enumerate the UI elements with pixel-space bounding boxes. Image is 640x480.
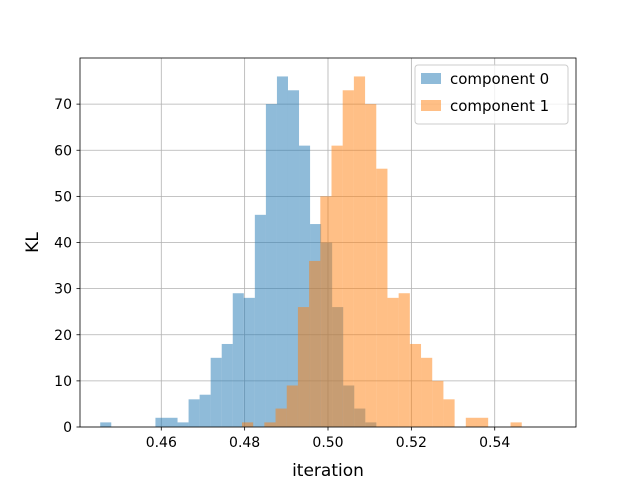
- bar: [465, 417, 477, 427]
- y-tick-label: 40: [54, 236, 72, 252]
- bar: [254, 214, 266, 427]
- bar: [210, 357, 222, 427]
- legend-label: component 0: [450, 70, 549, 88]
- x-axis-label: iteration: [292, 461, 364, 480]
- y-axis-label: KL: [23, 232, 43, 253]
- bar: [199, 394, 211, 427]
- legend-swatch: [421, 100, 441, 111]
- y-tick-label: 10: [54, 374, 72, 390]
- y-tick-label: 50: [54, 189, 72, 205]
- bar: [276, 76, 288, 427]
- bar: [309, 260, 321, 427]
- x-tick-label: 0.46: [146, 435, 177, 451]
- bar: [443, 399, 455, 427]
- bar: [421, 357, 433, 427]
- bar: [155, 417, 167, 427]
- legend-box: [414, 64, 569, 125]
- y-tick-label: 0: [63, 420, 72, 436]
- bar: [353, 76, 366, 427]
- legend: component 0 component 1: [414, 64, 569, 125]
- legend-label: component 1: [450, 97, 549, 115]
- bar: [243, 297, 255, 427]
- bar: [241, 422, 254, 427]
- bar: [476, 417, 489, 427]
- bar: [331, 145, 343, 427]
- bar: [177, 422, 189, 427]
- x-tick-label: 0.48: [229, 435, 260, 451]
- bar: [376, 168, 388, 427]
- legend-swatch: [421, 73, 441, 84]
- bar: [299, 145, 311, 427]
- bar: [320, 196, 332, 427]
- series-1-bars: [241, 76, 522, 427]
- bar: [286, 385, 298, 427]
- bar: [365, 104, 377, 427]
- x-tick-label: 0.52: [396, 435, 427, 451]
- x-tick-label: 0.50: [312, 435, 343, 451]
- bar: [100, 422, 112, 427]
- bar: [342, 90, 354, 427]
- bar: [265, 104, 277, 427]
- bar: [510, 422, 522, 427]
- bar: [387, 297, 399, 427]
- y-tick-label: 70: [54, 97, 72, 113]
- y-tick-label: 20: [54, 328, 72, 344]
- bar: [287, 90, 300, 427]
- bars: [100, 76, 522, 427]
- bar: [275, 408, 287, 427]
- bar: [409, 343, 422, 427]
- y-tick-label: 60: [54, 143, 72, 159]
- bar: [232, 293, 244, 427]
- x-axis-ticks: 0.46 0.48 0.50 0.52 0.54: [146, 427, 510, 451]
- bar: [398, 293, 410, 427]
- bar: [188, 399, 200, 427]
- bar: [297, 307, 310, 427]
- y-axis-ticks: 0 10 20 30 40 50 60 70: [54, 97, 80, 436]
- y-tick-label: 30: [54, 282, 72, 298]
- bar: [264, 422, 276, 427]
- x-tick-label: 0.54: [479, 435, 510, 451]
- bar: [166, 417, 178, 427]
- bar: [221, 343, 233, 427]
- bar: [432, 380, 444, 427]
